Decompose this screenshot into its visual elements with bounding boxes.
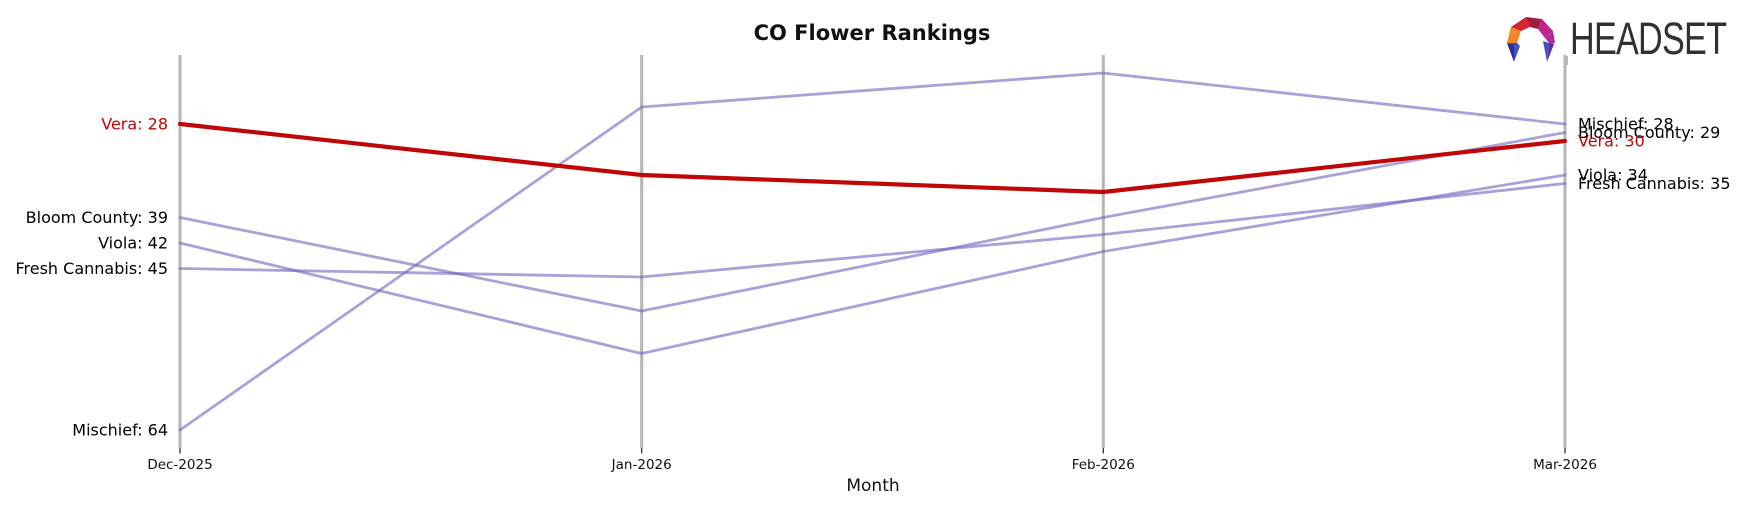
x-tick-label: Feb-2026 — [1072, 457, 1135, 473]
headset-logo-text: HEADSET — [1570, 13, 1727, 64]
series-end-label-viola: Viola: 34 — [1578, 166, 1648, 185]
x-tick-label: Jan-2026 — [611, 457, 672, 473]
series-start-label-mischief: Mischief: 64 — [72, 421, 168, 440]
series-end-label-mischief: Mischief: 28 — [1578, 115, 1674, 134]
logo-mark — [1565, 56, 1568, 65]
series-end-label-bloom-county: Bloom County: 29 — [1578, 123, 1720, 142]
series-line-vera — [177, 121, 1568, 195]
series-end-label-vera: Vera: 30 — [1578, 132, 1645, 151]
series-line-mischief — [178, 71, 1567, 432]
chart-title: CO Flower Rankings — [753, 21, 991, 45]
headset-logo-icon — [1507, 17, 1555, 62]
x-tick-label: Dec-2025 — [147, 457, 212, 473]
series-line-viola — [178, 173, 1567, 355]
series-line-fresh-cannabis — [178, 182, 1567, 279]
x-axis-title: Month — [846, 476, 900, 496]
x-tick-label: Mar-2026 — [1533, 457, 1597, 473]
series-line-bloom-county — [178, 131, 1567, 313]
series-start-label-vera: Vera: 28 — [101, 115, 168, 134]
series-start-label-fresh-cannabis: Fresh Cannabis: 45 — [15, 259, 168, 278]
series-start-label-viola: Viola: 42 — [98, 234, 168, 253]
series-start-label-bloom-county: Bloom County: 39 — [26, 208, 168, 227]
series-end-label-fresh-cannabis: Fresh Cannabis: 35 — [1578, 174, 1731, 193]
